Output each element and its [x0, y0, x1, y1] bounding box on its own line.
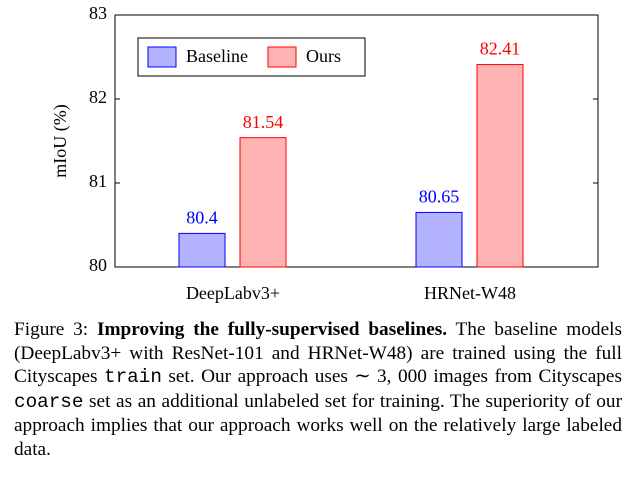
y-tick-label: 82 — [89, 87, 107, 107]
caption-text: Improving the fully-supervised baselines… — [96, 319, 448, 340]
y-axis-label: mIoU (%) — [50, 104, 71, 177]
bar — [476, 64, 524, 268]
y-tick-label: 80 — [89, 255, 107, 275]
bar — [178, 232, 226, 268]
x-tick-label: DeepLabv3+ — [186, 283, 280, 303]
axes-frame — [114, 14, 599, 268]
caption-text: train — [104, 366, 162, 389]
caption-text: coarse — [14, 390, 84, 413]
y-tick-label: 83 — [89, 3, 107, 23]
caption-text: set as an additional unlabeled set for t… — [14, 390, 622, 460]
bar — [239, 137, 287, 268]
value-label: 80.4 — [186, 208, 218, 228]
bar — [415, 211, 463, 268]
x-tick-label: HRNet-W48 — [424, 283, 516, 303]
legend-label: Ours — [306, 46, 341, 66]
caption: Figure 3: Improving the fully-supervised… — [14, 318, 622, 462]
legend-swatch — [267, 46, 297, 68]
value-label: 82.41 — [480, 39, 521, 59]
chart: mIoU (%) 80 81 82 83 DeepLabv3+ HRNet-W48 80.4… — [50, 3, 599, 303]
caption-text: The baseline models (DeepLabv3+ with Res… — [14, 319, 622, 388]
caption-text: Figure 3: — [14, 319, 97, 340]
value-label: 81.54 — [243, 112, 284, 132]
caption-text: set. Our approach uses ∼ 3, 000 images f… — [161, 366, 622, 388]
legend-label: Baseline — [186, 46, 248, 66]
y-tick-label: 81 — [89, 171, 107, 191]
legend-swatch — [147, 46, 177, 68]
value-label: 80.65 — [419, 187, 460, 207]
